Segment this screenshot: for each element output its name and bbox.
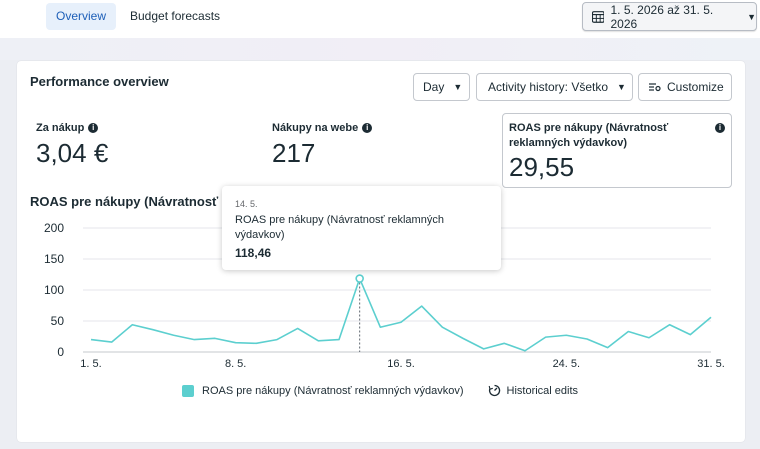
chevron-down-icon: ▼ — [617, 82, 626, 92]
metric-label-text: ROAS pre nákupy (Návratnosť reklamných v… — [509, 122, 669, 149]
metric-label: Nákupy na webe i — [272, 122, 373, 134]
tab-overview[interactable]: Overview — [46, 3, 117, 30]
y-tick-label: 150 — [44, 252, 64, 266]
x-tick-label: 8. 5. — [225, 358, 246, 370]
info-icon[interactable]: i — [715, 123, 725, 133]
customize-label: Customize — [667, 80, 724, 94]
day-dropdown-label: Day — [423, 80, 445, 94]
info-icon[interactable]: i — [88, 123, 99, 133]
legend-historical-edits[interactable]: Historical edits — [488, 384, 579, 397]
y-tick-label: 50 — [51, 314, 65, 328]
series-line — [90, 277, 712, 352]
date-range-label: 1. 5. 2026 až 31. 5. 2026 — [610, 2, 714, 31]
history-edit-icon — [488, 384, 500, 397]
date-range-picker[interactable]: 1. 5. 2026 až 31. 5. 2026 ▼ — [582, 2, 757, 31]
card-title: Performance overview — [30, 74, 169, 89]
legend-swatch — [182, 384, 194, 397]
customize-button[interactable]: Customize — [638, 73, 732, 101]
y-tick-label: 100 — [44, 283, 64, 297]
tooltip-metric: ROAS pre nákupy (Návratnosť reklamných v… — [235, 214, 444, 241]
customize-icon — [649, 83, 661, 92]
chart-legend: ROAS pre nákupy (Návratnosť reklamných v… — [182, 384, 578, 397]
x-tick-label: 24. 5. — [553, 358, 581, 370]
x-tick-label: 31. 5. — [697, 358, 725, 370]
tab-budget-forecasts[interactable]: Budget forecasts — [130, 9, 221, 23]
roas-line-chart[interactable]: 0 50 100 150 200 1. 5. 8. 5. 16. 5. 24. 5. 31. 5. — [17, 61, 745, 442]
y-tick-label: 0 — [57, 345, 64, 359]
activity-history-dropdown[interactable]: Activity history: Všetko ▼ — [476, 73, 633, 101]
activity-history-label: Activity history: Všetko — [488, 80, 609, 94]
tooltip-value: 118,46 — [235, 246, 272, 260]
metric-value: 217 — [272, 138, 316, 168]
chart-tooltip: 14. 5. ROAS pre nákupy (Návratnosť rekla… — [222, 186, 501, 270]
legend-series-label[interactable]: ROAS pre nákupy (Návratnosť reklamných v… — [202, 384, 464, 397]
info-icon[interactable]: i — [362, 123, 373, 133]
metric-value: 3,04 € — [36, 138, 109, 168]
tooltip-date: 14. 5. — [235, 199, 258, 209]
top-bar: Overview Budget forecasts 1. 5. 2026 až … — [0, 0, 760, 38]
x-tick-label: 16. 5. — [387, 358, 415, 370]
metric-label: Za nákup i — [36, 122, 108, 134]
metric-web-purchases[interactable]: Nákupy na webe i 217 — [272, 122, 373, 169]
chevron-down-icon: ▼ — [747, 11, 756, 22]
performance-overview-card: Performance overview Day ▼ Activity hist… — [17, 61, 745, 442]
calendar-icon — [592, 11, 605, 23]
header-band — [0, 38, 760, 60]
day-dropdown[interactable]: Day ▼ — [413, 73, 470, 101]
x-tick-label: 1. 5. — [80, 358, 101, 370]
metric-value: 29,55 — [509, 152, 575, 182]
metric-label-text: Nákupy na webe — [272, 122, 359, 134]
metric-roas-selected[interactable]: ROAS pre nákupy (Návratnosť reklamných v… — [502, 113, 732, 188]
y-tick-label: 200 — [44, 221, 64, 235]
metric-cost-per-purchase[interactable]: Za nákup i 3,04 € — [36, 122, 108, 169]
metric-label-text: Za nákup — [36, 122, 85, 134]
legend-historical-edits-label: Historical edits — [506, 384, 579, 397]
highlighted-point — [355, 274, 364, 283]
chevron-down-icon: ▼ — [453, 82, 463, 92]
